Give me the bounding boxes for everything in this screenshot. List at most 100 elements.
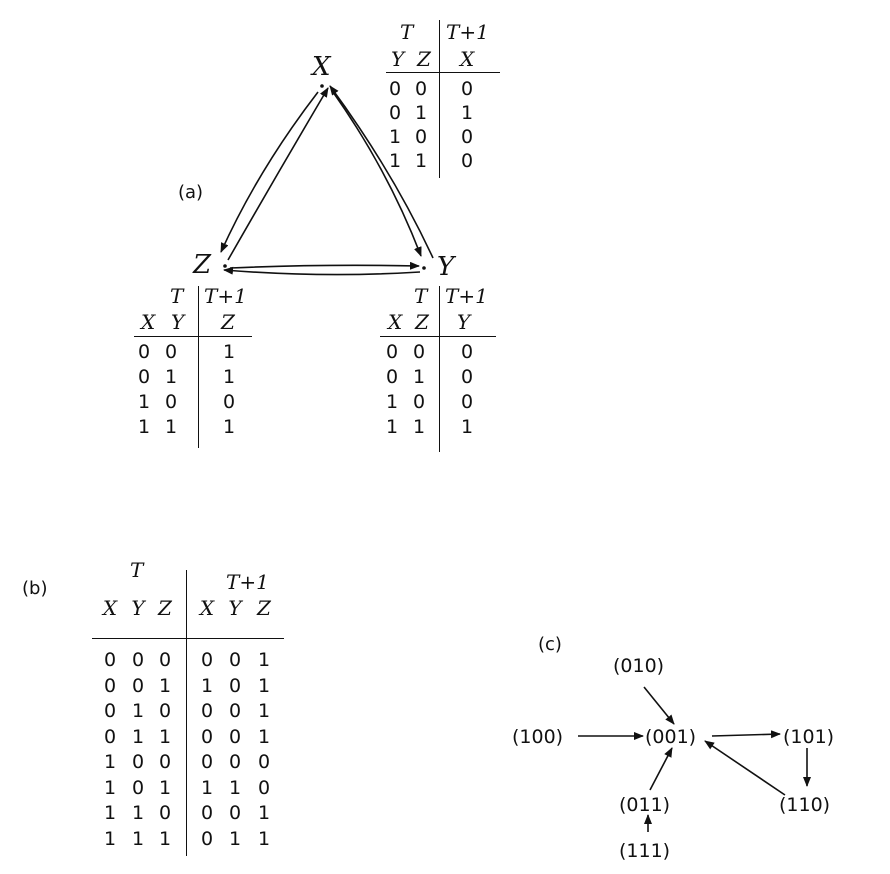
table_z-cell: 0: [164, 341, 178, 363]
table-b-cell: 1: [158, 725, 172, 748]
t1-header: T+1: [226, 570, 269, 594]
table-b-cell: 1: [228, 827, 242, 850]
table_y-cell: 0: [460, 341, 474, 363]
table-b-cell: 1: [103, 802, 117, 824]
table-b-cell: 1: [257, 725, 271, 748]
col-header-z: Z: [415, 310, 429, 334]
table-b-cell: 0: [257, 751, 271, 773]
t1-header: T+1: [445, 284, 488, 308]
table_x-cell: 0: [388, 78, 402, 100]
table_y-cell: 0: [460, 366, 474, 388]
table-b-cell: 0: [228, 802, 242, 824]
table_z-cell: 0: [137, 366, 151, 388]
table-b-cell: 1: [103, 827, 117, 850]
table-b-cell: 1: [200, 776, 214, 799]
col-header-z: Z: [221, 310, 235, 334]
table-b-cell: 0: [131, 674, 145, 697]
col-header-y: Y: [171, 310, 185, 334]
table-b-cell: 1: [131, 827, 145, 850]
table-b-cell: 0: [228, 725, 242, 748]
table_y-cell: 1: [385, 391, 399, 413]
col-header-z: Z: [417, 47, 431, 71]
table-b-cell: 0: [103, 700, 117, 722]
table_z-cell: 1: [164, 416, 178, 438]
state-110: (110): [779, 794, 831, 816]
table_y-cell: 0: [385, 366, 399, 388]
edge-z-to-x: [227, 87, 329, 261]
table_y-cell: 1: [385, 416, 399, 438]
table_y-cell: 0: [412, 391, 426, 413]
edge-011-001: [649, 747, 673, 791]
edge-z-to-y: [229, 261, 420, 270]
table_x-cell: 1: [414, 102, 428, 124]
table-b-cell: 0: [228, 751, 242, 773]
table_x-cell: 0: [460, 78, 474, 100]
col-header-y: Y: [391, 47, 405, 71]
panel-c-edges: [578, 686, 811, 832]
col-header-x: X: [460, 47, 475, 71]
edge-001-101: [711, 730, 781, 739]
table-b-cell: 1: [103, 776, 117, 799]
edge-x-to-y: [332, 91, 422, 257]
table-b-cell: 0: [200, 751, 214, 773]
table-b-cell: 0: [103, 725, 117, 748]
table_x-cell: 0: [414, 126, 428, 148]
table-b-col-header: Z: [158, 596, 172, 620]
state-101: (101): [783, 726, 835, 748]
node-y: Y: [437, 252, 455, 282]
table-b-col-header: X: [199, 596, 215, 620]
table_z-cell: 1: [137, 416, 151, 438]
node-x: X: [312, 52, 331, 82]
table-b-cell: 1: [257, 649, 271, 671]
table-b-col-header: Z: [257, 596, 271, 620]
t-header: T: [400, 20, 414, 44]
t-header: T: [414, 284, 428, 308]
table_z-cell: 1: [222, 366, 236, 388]
table_z-cell: 1: [137, 391, 151, 413]
col-header-y: Y: [457, 310, 471, 334]
table-b-cell: 0: [131, 776, 145, 799]
table_x-cell: 1: [388, 150, 402, 172]
state-001: (001): [645, 726, 697, 748]
table-b-cell: 1: [158, 674, 172, 697]
table-b-cell: 1: [200, 674, 214, 697]
table-b-cell: 0: [200, 725, 214, 748]
table-b-cell: 1: [228, 776, 242, 799]
table-b-cell: 0: [158, 751, 172, 773]
t-header: T: [170, 284, 184, 308]
table-b-cell: 1: [131, 725, 145, 748]
table_y-cell: 1: [412, 366, 426, 388]
table-b-col-header: X: [102, 596, 118, 620]
col-header-x: X: [141, 310, 156, 334]
table_y-cell: 1: [460, 416, 474, 438]
table-b-cell: 0: [158, 700, 172, 722]
table-b-cell: 1: [257, 827, 271, 850]
panel-a-label: (a): [178, 182, 204, 203]
table-b-cell: 1: [257, 674, 271, 697]
t1-header: T+1: [204, 284, 247, 308]
table-b-cell: 1: [158, 776, 172, 799]
state-100: (100): [512, 726, 564, 748]
table_y-cell: 0: [385, 341, 399, 363]
table-b-cell: 1: [257, 700, 271, 722]
table_z-cell: 1: [222, 341, 236, 363]
table_x-cell: 0: [414, 78, 428, 100]
table-b-cell: 0: [131, 751, 145, 773]
table-b-cell: 0: [200, 700, 214, 722]
table_y-cell: 0: [460, 391, 474, 413]
edge-y-to-x: [329, 85, 434, 259]
table_x-cell: 0: [388, 102, 402, 124]
edge-y-to-z: [223, 266, 421, 276]
table_x-cell: 1: [414, 150, 428, 172]
table-b-cell: 0: [200, 802, 214, 824]
edge-110-001: [704, 740, 786, 796]
col-header-x: X: [388, 310, 403, 334]
table_y-cell: 0: [412, 341, 426, 363]
state-011: (011): [619, 794, 671, 816]
table_x-cell: 0: [460, 126, 474, 148]
table_x-cell: 0: [460, 150, 474, 172]
edge-x-to-z: [220, 91, 319, 253]
table-b-cell: 0: [200, 649, 214, 671]
table-b-cell: 1: [257, 802, 271, 824]
